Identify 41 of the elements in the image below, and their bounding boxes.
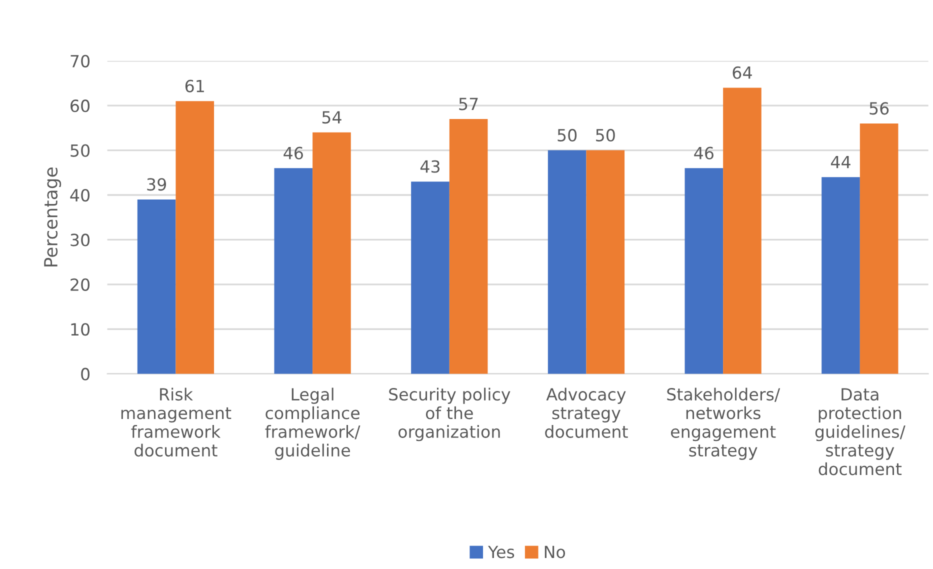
x-tick-label: Data protection guidelines/ strategy document xyxy=(815,388,906,476)
data-label: 64 xyxy=(732,66,752,79)
bar xyxy=(723,88,762,374)
bar xyxy=(449,119,488,374)
x-tick-label: Legal compliance framework/ guideline xyxy=(265,388,360,460)
data-label: 46 xyxy=(284,146,303,160)
data-label: 39 xyxy=(147,178,166,191)
bar xyxy=(684,168,724,374)
data-label: 57 xyxy=(459,98,478,110)
y-tick-label: 30 xyxy=(70,234,90,246)
y-tick-label: 0 xyxy=(81,368,90,380)
legend-label: Yes xyxy=(488,546,514,558)
y-tick-label: 20 xyxy=(70,278,90,291)
data-label: 61 xyxy=(185,80,204,92)
bar xyxy=(822,177,860,374)
bar xyxy=(411,182,450,374)
y-tick-label: 70 xyxy=(70,54,90,68)
x-tick-label: Advocacy strategy document xyxy=(545,388,628,438)
x-tick-label: Stakeholders/ networks engagement strategy xyxy=(667,388,780,460)
data-label: 54 xyxy=(322,111,342,124)
bar xyxy=(176,101,214,374)
y-tick-label: 50 xyxy=(70,144,90,157)
x-tick-label: Risk management framework document xyxy=(121,388,232,457)
bar xyxy=(274,168,313,374)
bar xyxy=(312,132,351,374)
bar xyxy=(137,199,176,374)
y-axis-title: Percentage xyxy=(44,168,62,266)
x-tick-label: Security policy of the organization xyxy=(389,388,510,442)
data-label: 56 xyxy=(870,102,889,115)
data-label: 46 xyxy=(694,146,714,160)
data-label: 50 xyxy=(596,128,615,142)
legend-label: No xyxy=(544,546,566,558)
y-tick-label: 10 xyxy=(71,323,90,336)
bar xyxy=(860,123,898,374)
data-label: 43 xyxy=(420,160,440,173)
data-label: 44 xyxy=(830,156,850,168)
y-tick-label: 40 xyxy=(70,188,90,202)
bar xyxy=(586,150,625,374)
y-tick-label: 60 xyxy=(70,100,90,112)
data-label: 50 xyxy=(558,128,577,142)
bar xyxy=(548,150,586,374)
